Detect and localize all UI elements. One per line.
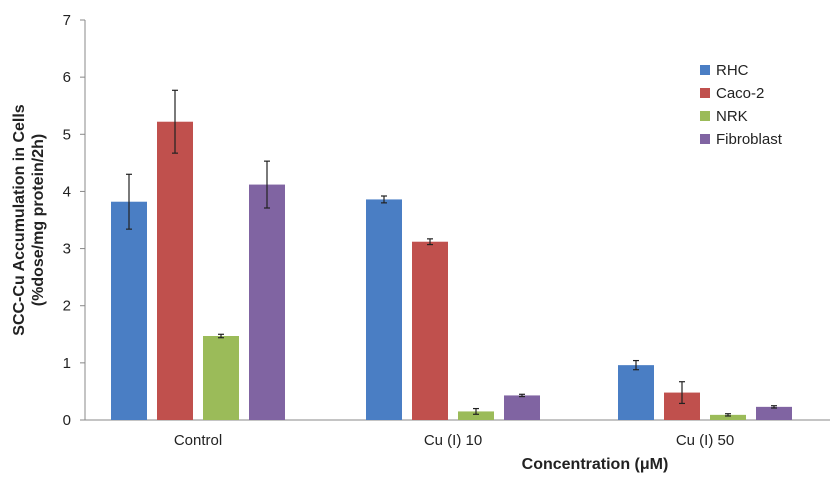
y-tick-label: 6	[63, 69, 71, 86]
legend-label: Fibroblast	[716, 131, 783, 148]
x-tick-label: Control	[174, 432, 222, 449]
x-tick-label: Cu (I) 10	[424, 432, 482, 449]
error-bar	[381, 195, 387, 204]
bar-fibroblast-2	[756, 406, 792, 420]
legend-swatch	[700, 65, 710, 75]
y-tick-label: 3	[63, 241, 71, 258]
x-axis-title: Concentration (μM)	[522, 456, 669, 473]
legend-swatch	[700, 134, 710, 144]
bar-series	[111, 89, 792, 420]
bar-nrk-0	[203, 336, 239, 420]
error-bar	[172, 89, 178, 154]
bar-caco-2-1	[412, 241, 448, 420]
error-bar	[679, 381, 685, 405]
error-bar	[725, 413, 731, 417]
legend-item: Caco-2	[700, 85, 764, 102]
bar-fibroblast-0	[249, 184, 285, 420]
legend-label: NRK	[716, 108, 748, 125]
y-tick-label: 1	[63, 355, 71, 372]
bar-rhc-2	[618, 365, 654, 420]
y-tick-label: 4	[63, 183, 71, 200]
error-bar	[519, 393, 525, 398]
bar-caco-2-0	[157, 121, 193, 420]
error-bar	[473, 407, 479, 415]
y-tick-label: 2	[63, 298, 71, 315]
legend-label: RHC	[716, 62, 749, 79]
error-bar	[633, 359, 639, 371]
y-axis-title-line: (%dose/mg protein/2h)	[30, 134, 47, 306]
legend: RHC Caco-2 NRK Fibroblast	[700, 62, 783, 148]
y-tick-label: 5	[63, 126, 71, 143]
error-bar	[126, 173, 132, 230]
bar-rhc-0	[111, 201, 147, 420]
y-axis-title-line: SCC-Cu Accumulation in Cells	[11, 104, 28, 336]
y-axis-ticks: 0 1 2 3 4 5 6 7	[63, 12, 85, 429]
legend-swatch	[700, 111, 710, 121]
bar-rhc-1	[366, 199, 402, 420]
error-bar	[264, 160, 270, 209]
legend-swatch	[700, 88, 710, 98]
bar-fibroblast-1	[504, 395, 540, 420]
bar-nrk-2	[710, 414, 746, 420]
error-bar	[771, 405, 777, 409]
legend-item: RHC	[700, 62, 749, 79]
legend-item: Fibroblast	[700, 131, 783, 148]
y-tick-label: 7	[63, 12, 71, 29]
x-axis-ticks: Control Cu (I) 10 Cu (I) 50	[174, 432, 734, 449]
x-tick-label: Cu (I) 50	[676, 432, 734, 449]
y-axis-title: SCC-Cu Accumulation in Cells (%dose/mg pr…	[11, 104, 47, 336]
y-tick-label: 0	[63, 412, 71, 429]
error-bar	[427, 238, 433, 246]
error-bar	[218, 333, 224, 339]
legend-label: Caco-2	[716, 85, 764, 102]
legend-item: NRK	[700, 108, 748, 125]
bar-nrk-1	[458, 411, 494, 420]
